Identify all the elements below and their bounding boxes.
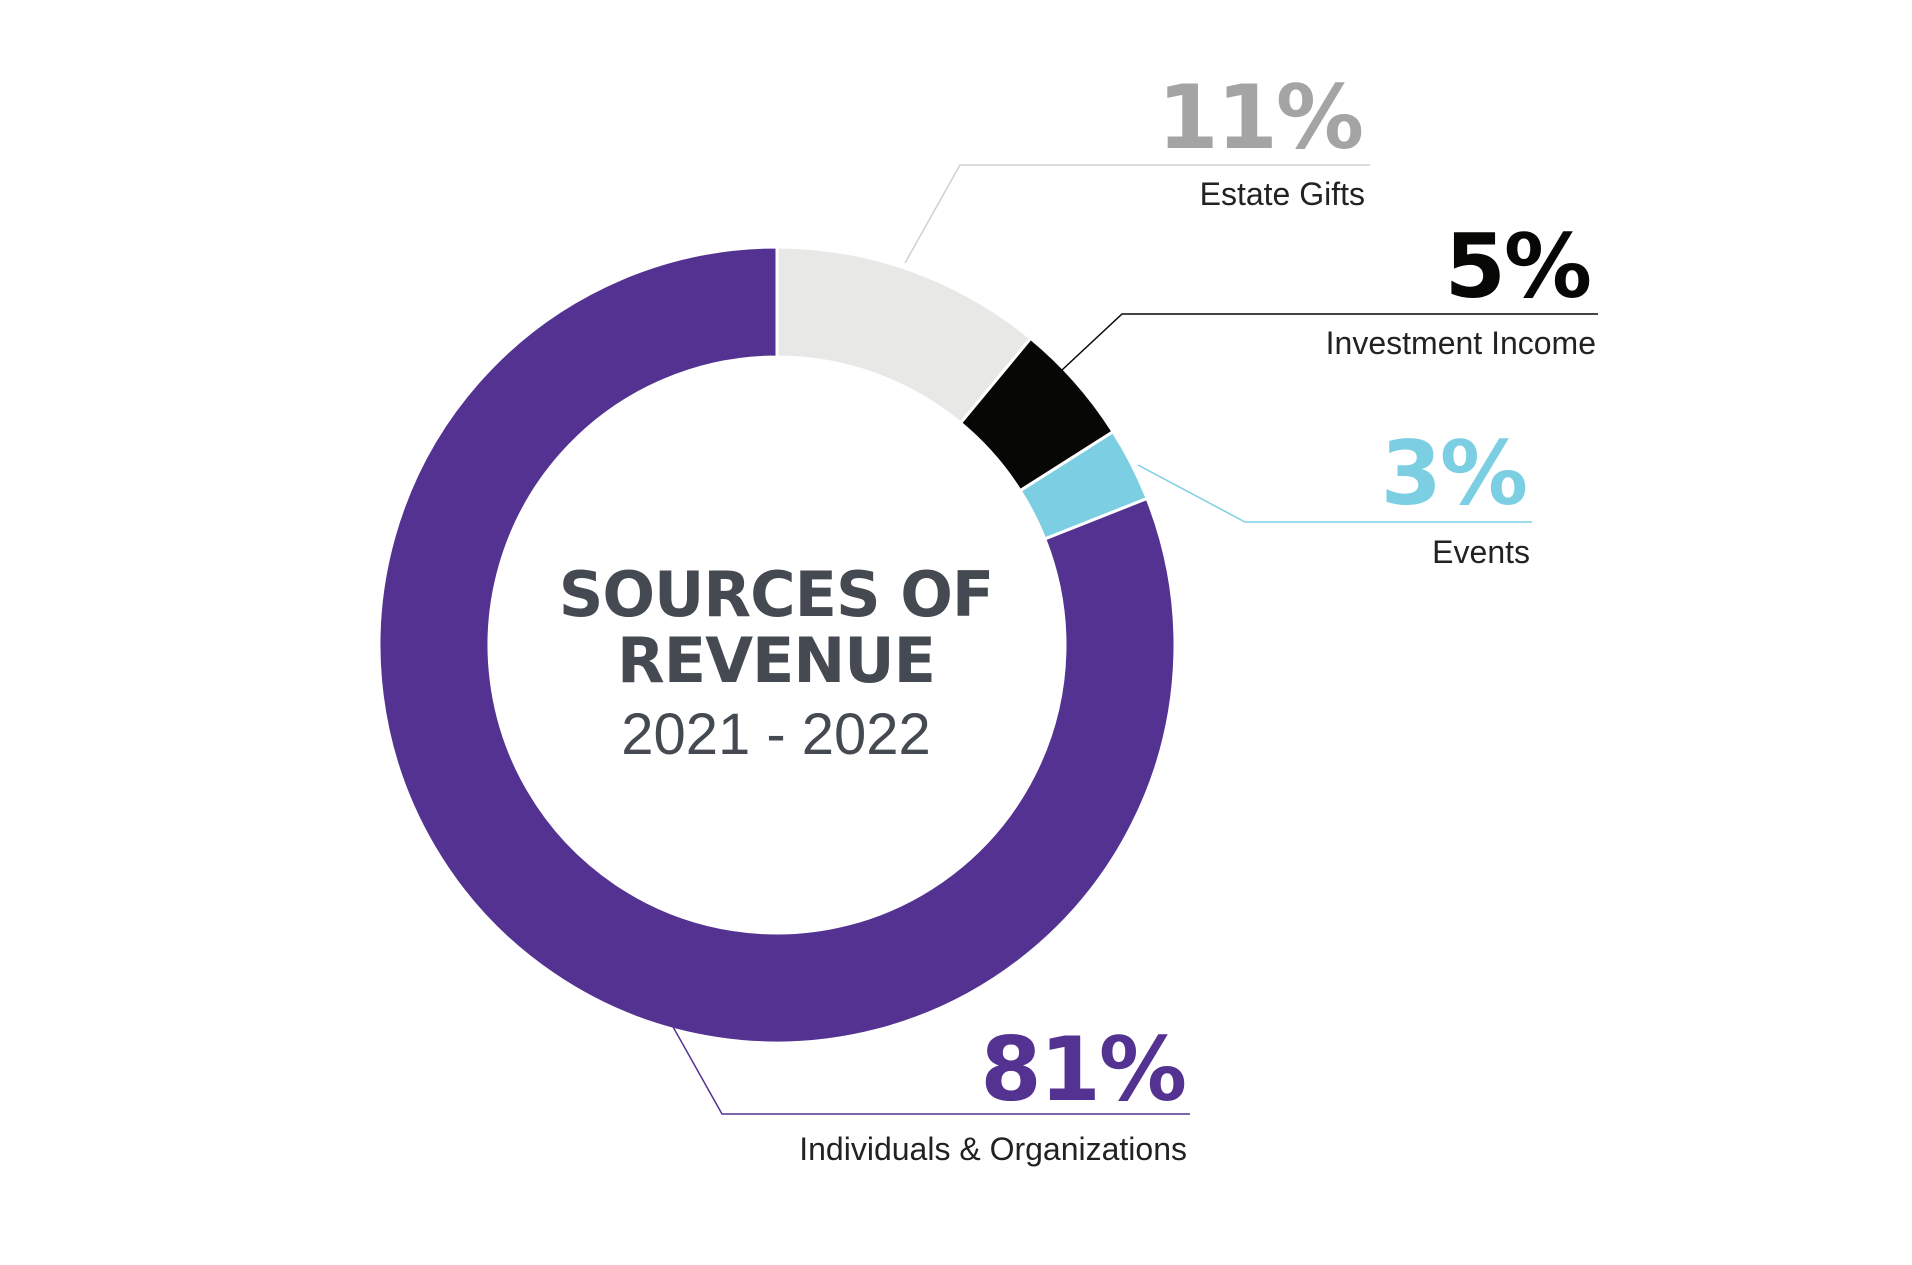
slice-value-individuals: 81%: [980, 1018, 1185, 1121]
slice-label-estate-gifts: Estate Gifts: [1200, 176, 1365, 212]
leader-line-investment-income: [1061, 313, 1598, 371]
chart-subtitle: 2021 - 2022: [621, 702, 931, 767]
slice-individuals: [377, 245, 1177, 1045]
leader-line-individuals: [671, 1024, 1190, 1115]
slice-label-individuals: Individuals & Organizations: [799, 1131, 1187, 1167]
leader-line-events: [1137, 464, 1532, 523]
slice-value-investment-income: 5%: [1445, 215, 1590, 318]
slice-value-estate-gifts: 11%: [1157, 66, 1362, 169]
slice-label-events: Events: [1432, 534, 1530, 570]
leader-line-estate-gifts: [904, 164, 1370, 264]
donut-slices: [377, 245, 1177, 1045]
slice-value-events: 3%: [1381, 422, 1526, 525]
chart-title-line1: SOURCES OF: [559, 558, 994, 631]
slice-label-investment-income: Investment Income: [1326, 325, 1596, 361]
chart-title-line2: REVENUE: [617, 624, 935, 697]
